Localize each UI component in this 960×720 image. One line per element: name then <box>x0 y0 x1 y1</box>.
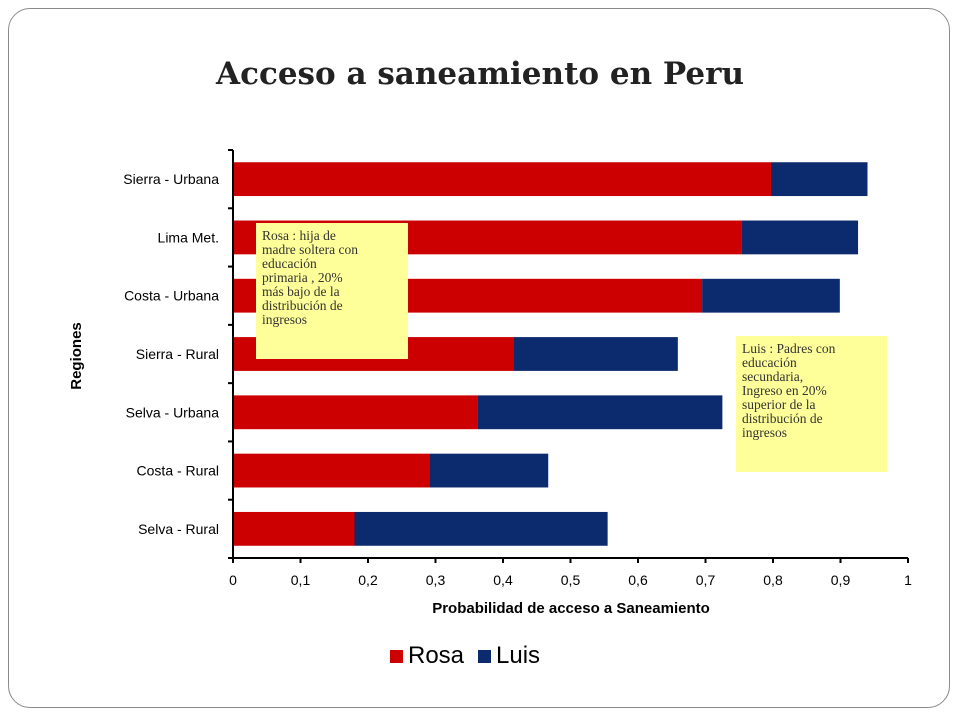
bar-luis-3 <box>702 278 840 313</box>
legend-item-luis: Luis <box>478 642 540 670</box>
bar-luis-7 <box>354 511 608 546</box>
x-tick-label: 0,5 <box>561 572 581 588</box>
y-axis-title: Regiones <box>68 322 85 390</box>
x-tick-label: 0,3 <box>426 572 446 588</box>
legend-item-rosa: Rosa <box>390 642 464 670</box>
x-tick-label: 0,6 <box>628 572 648 588</box>
x-tick-label: 0 <box>229 572 237 588</box>
bar-luis-5 <box>477 395 723 430</box>
y-tick-label: Sierra - Urbana <box>123 171 219 187</box>
rosa-annotation: Rosa : hija de madre soltera con educaci… <box>256 223 408 359</box>
x-tick-label: 0,4 <box>493 572 513 588</box>
bar-luis-4 <box>513 337 678 371</box>
y-tick-label: Costa - Rural <box>137 463 219 479</box>
y-tick-label: Selva - Rural <box>138 521 219 537</box>
x-tick-label: 0,7 <box>696 572 716 588</box>
legend-label-rosa: Rosa <box>408 642 465 669</box>
y-tick-label: Costa - Urbana <box>124 288 219 304</box>
luis-annotation: Luis : Padres con educación secundaria, … <box>736 336 887 472</box>
x-tick-label: 0,8 <box>763 572 783 588</box>
legend-label-luis: Luis <box>496 642 541 669</box>
bar-rosa-1 <box>233 162 771 197</box>
legend: Rosa Luis <box>390 642 554 670</box>
y-tick-label: Sierra - Rural <box>136 346 219 362</box>
x-tick-label: 1 <box>904 572 912 588</box>
x-tick-label: 0,2 <box>358 572 378 588</box>
bar-luis-1 <box>770 162 868 197</box>
luis-swatch <box>478 649 492 663</box>
bar-rosa-6 <box>233 453 430 488</box>
x-tick-label: 0,9 <box>831 572 851 588</box>
rosa-swatch <box>390 649 403 663</box>
x-axis-title: Probabilidad de acceso a Saneamiento <box>432 600 710 617</box>
bar-rosa-5 <box>233 395 478 430</box>
bar-luis-2 <box>741 220 859 255</box>
y-tick-label: Selva - Urbana <box>126 404 220 420</box>
bar-rosa-7 <box>233 511 355 546</box>
bar-luis-6 <box>429 453 549 488</box>
y-tick-label: Lima Met. <box>158 229 219 245</box>
chart-title: Acceso a saneamiento en Peru <box>216 56 744 92</box>
x-tick-label: 0,1 <box>291 572 311 588</box>
